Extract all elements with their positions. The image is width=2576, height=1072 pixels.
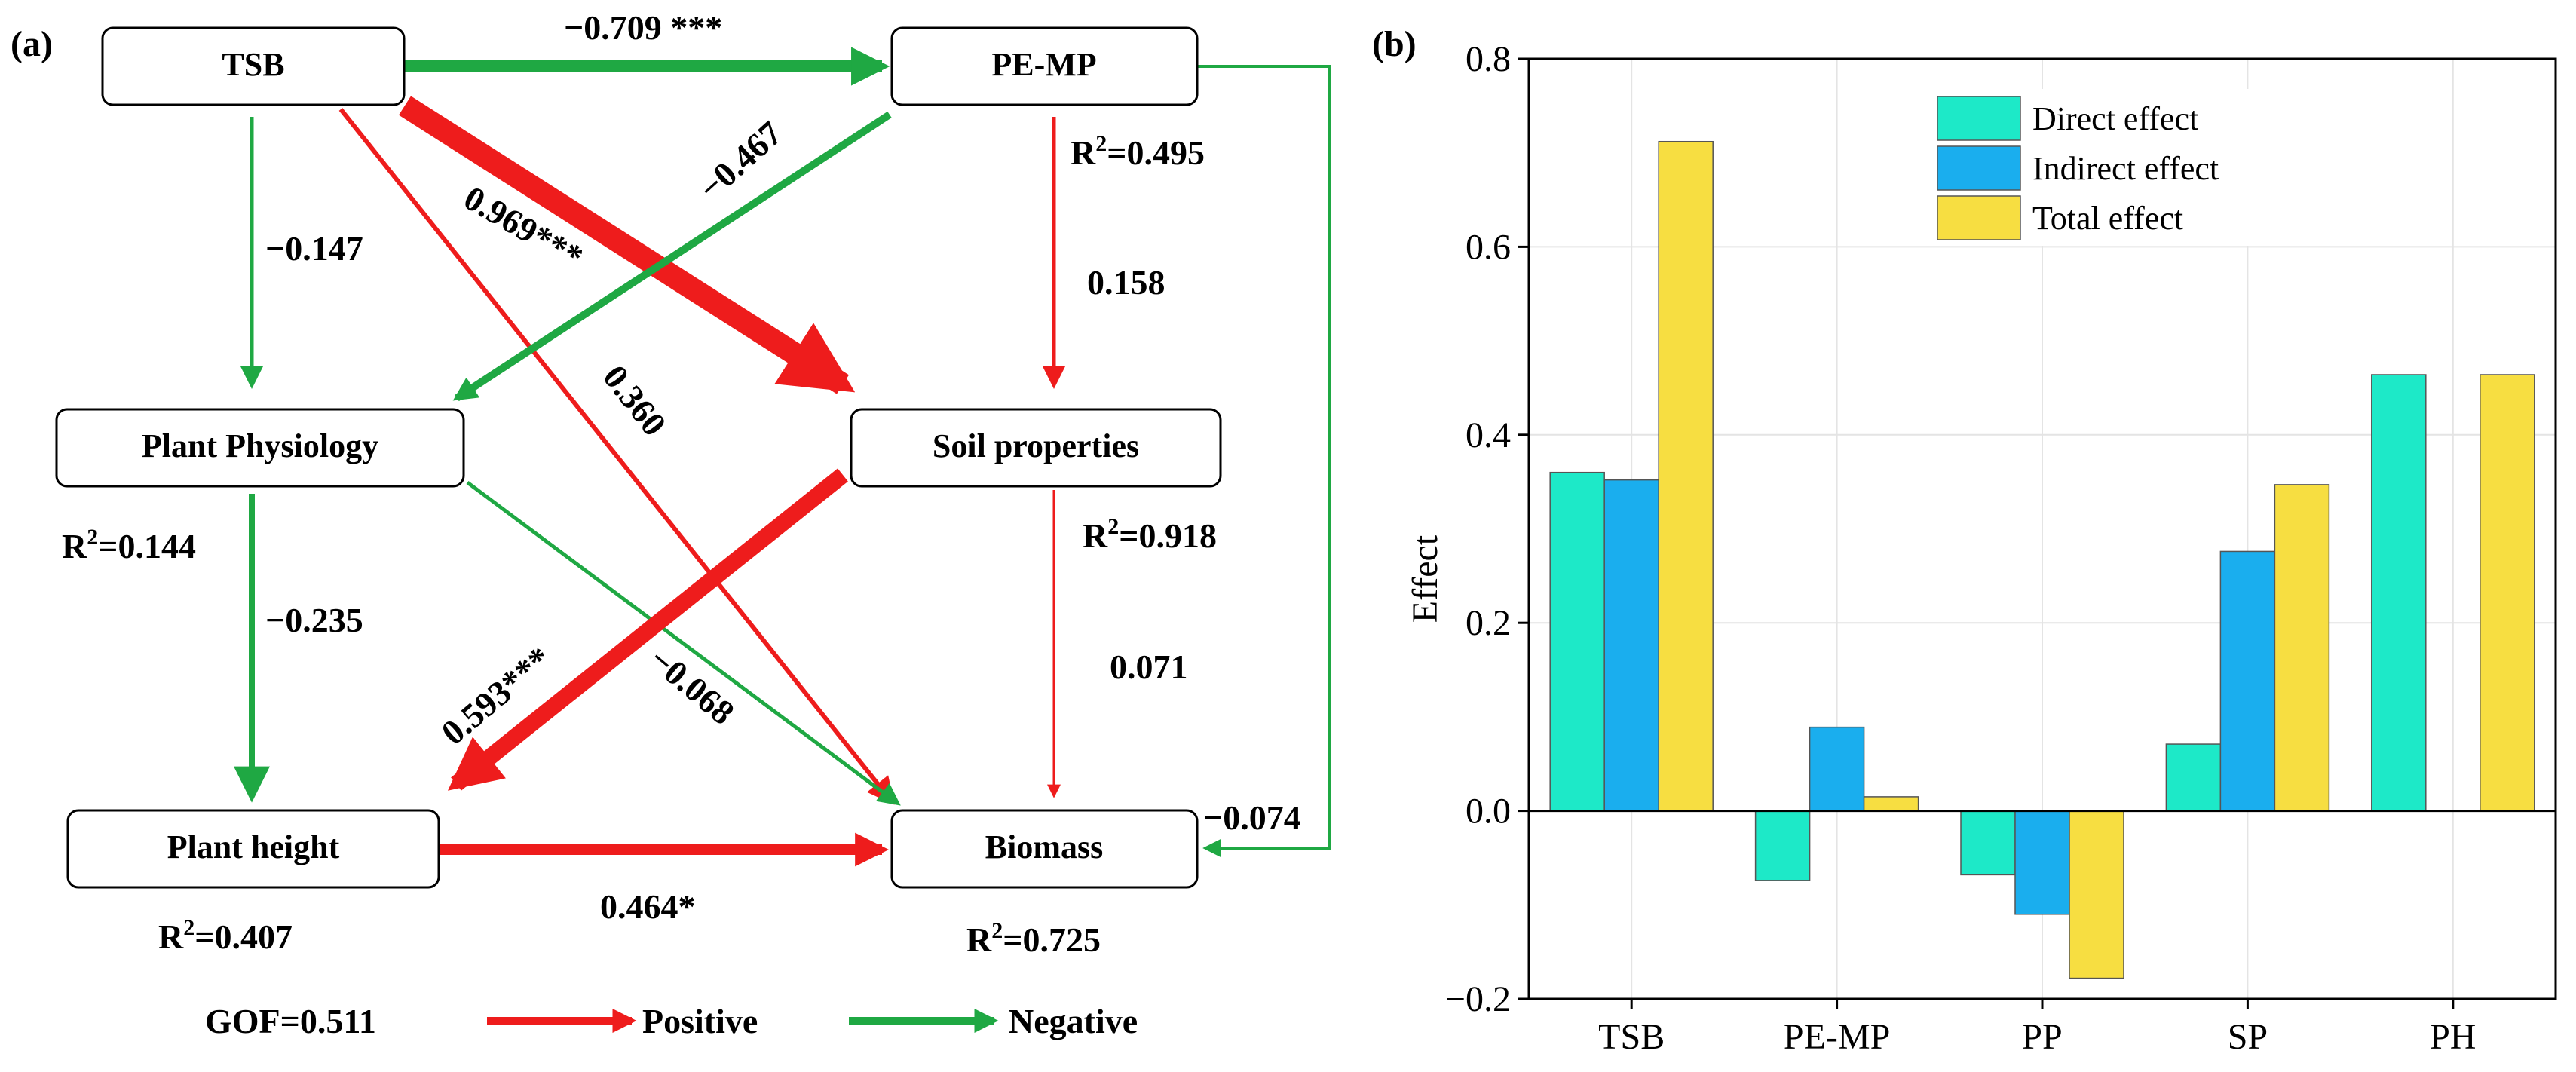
- path-tsb-soil: [398, 96, 856, 394]
- y-tick-label: −0.2: [1445, 979, 1511, 1019]
- bar-total-effect-pp: [2069, 810, 2124, 979]
- coef-physiology-height: −0.235: [265, 601, 363, 639]
- node-biomass: Biomass: [890, 809, 1199, 889]
- node-pemp: PE-MP: [890, 26, 1199, 106]
- node-tsb-label: TSB: [222, 46, 284, 83]
- bar-direct-effect-pp: [1960, 810, 2016, 876]
- bar-direct-effect-tsb: [1549, 471, 1605, 812]
- bar-direct-effect-pe-mp: [1754, 810, 1811, 881]
- path-pemp-biomass: [1197, 65, 1331, 857]
- legend-swatch-total-effect: [1937, 195, 2021, 240]
- bar-indirect-effect-pp: [2014, 810, 2070, 915]
- legend-label-total-effect: Total effect: [2032, 200, 2183, 237]
- r2-height: R2=0.407: [158, 915, 293, 956]
- y-tick-label: 0.6: [1466, 227, 1511, 267]
- y-tick-label: 0.2: [1466, 603, 1511, 643]
- coef-soil-biomass: 0.071: [1110, 648, 1188, 686]
- coef-height-biomass: 0.464*: [600, 887, 696, 926]
- path-physiology-biomass: [466, 480, 901, 806]
- node-height-label: Plant height: [167, 829, 340, 865]
- node-soil-label: Soil properties: [933, 427, 1139, 464]
- legend-label-direct-effect: Direct effect: [2032, 100, 2198, 137]
- node-soil: Soil properties: [850, 408, 1222, 488]
- coef-tsb-physiology: −0.147: [265, 229, 363, 268]
- legend-swatch-indirect-effect: [1937, 145, 2021, 191]
- bar-total-effect-ph: [2480, 374, 2535, 812]
- y-tick-label: 0.0: [1466, 792, 1511, 832]
- x-tick-label-sp: SP: [2228, 1017, 2268, 1057]
- node-biomass-label: Biomass: [985, 829, 1103, 865]
- coef-tsb-pemp: −0.709 ***: [564, 8, 722, 47]
- legend-negative-label: Negative: [1009, 1002, 1138, 1040]
- coef-physiology-biomass: −0.068: [642, 640, 742, 732]
- bar-total-effect-pe-mp: [1863, 796, 1919, 812]
- node-tsb: TSB: [101, 26, 406, 106]
- r2-physiology: R2=0.144: [62, 525, 196, 565]
- bar-indirect-effect-sp: [2219, 550, 2276, 812]
- path-soil-height: [448, 468, 848, 791]
- x-tick-label-pe-mp: PE-MP: [1784, 1017, 1890, 1057]
- y-tick-label: 0.4: [1466, 415, 1511, 455]
- bar-direct-effect-sp: [2165, 743, 2222, 812]
- bar-indirect-effect-tsb: [1603, 479, 1659, 812]
- bar-direct-effect-ph: [2371, 374, 2427, 812]
- coef-tsb-biomass: 0.360: [596, 358, 674, 443]
- panel-b-label: (b): [1372, 24, 1417, 64]
- legend-label-indirect-effect: Indirect effect: [2032, 150, 2219, 187]
- coef-soil-height: 0.593***: [434, 639, 559, 752]
- r2-pemp: R2=0.495: [1071, 131, 1205, 172]
- bar-total-effect-sp: [2274, 484, 2330, 812]
- x-tick-label-ph: PH: [2430, 1017, 2476, 1057]
- node-pemp-label: PE-MP: [991, 46, 1096, 83]
- node-physiology: Plant Physiology: [55, 408, 465, 488]
- bar-plot-area: −0.2 0.0 0.2 0.4 0.6 0.8 TSB PE-MP PP SP PH Direct …: [1445, 39, 2557, 1057]
- r2-soil: R2=0.918: [1083, 514, 1217, 555]
- coef-pemp-soil: 0.158: [1087, 263, 1165, 302]
- node-height: Plant height: [66, 809, 440, 889]
- r2-biomass: R2=0.725: [966, 918, 1101, 959]
- bar-indirect-effect-pe-mp: [1809, 726, 1865, 812]
- legend-swatch-direct-effect: [1937, 96, 2021, 141]
- legend-positive-label: Positive: [642, 1002, 758, 1040]
- x-tick-label-tsb: TSB: [1598, 1017, 1665, 1057]
- x-tick-label-pp: PP: [2022, 1017, 2062, 1057]
- panel-a: (a) TSB PE-MP: [11, 8, 1331, 1040]
- gof-label: GOF=0.511: [205, 1002, 376, 1040]
- path-pemp-physiology: [452, 111, 892, 402]
- path-tsb-biomass: [338, 108, 895, 805]
- y-tick-label: 0.8: [1466, 39, 1511, 79]
- panel-a-label: (a): [11, 24, 53, 64]
- y-axis-label: Effect: [1405, 534, 1445, 623]
- node-physiology-label: Plant Physiology: [142, 427, 378, 464]
- coef-pemp-biomass: −0.074: [1203, 798, 1301, 837]
- bar-total-effect-tsb: [1658, 140, 1714, 812]
- panel-b: (b) Effect −0.2 0.0 0.2 0.4 0.6 0.8 TSB PE-MP PP…: [1372, 24, 2557, 1057]
